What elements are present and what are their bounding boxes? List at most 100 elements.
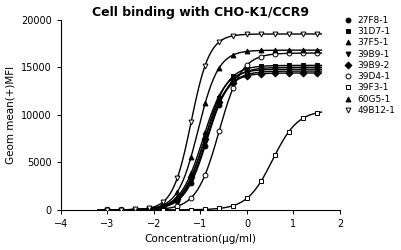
31D7-1 (203, 136, 207, 139)
49B12-1 (189, 120, 194, 124)
39F3-1 (105, 208, 110, 211)
27F8-1 (133, 208, 138, 211)
31D7-1 (314, 64, 319, 67)
39D4-1 (133, 208, 138, 211)
31D7-1 (231, 75, 235, 78)
39D4-1 (161, 207, 166, 210)
39B9-2 (245, 74, 249, 78)
Line: 39D4-1: 39D4-1 (105, 50, 319, 212)
49B12-1 (133, 208, 138, 211)
27F8-1 (105, 208, 110, 211)
27F8-1 (286, 66, 291, 69)
37F5-1 (161, 204, 166, 207)
60G5-1 (189, 155, 194, 158)
49B12-1 (300, 32, 305, 35)
37F5-1 (203, 131, 207, 134)
31D7-1 (259, 65, 263, 68)
60G5-1 (175, 190, 180, 194)
39B9-1 (217, 103, 221, 106)
Line: 37F5-1: 37F5-1 (105, 67, 319, 212)
60G5-1 (245, 50, 249, 53)
39B9-1 (231, 81, 235, 84)
27F8-1 (147, 208, 152, 210)
31D7-1 (300, 64, 305, 67)
37F5-1 (300, 68, 305, 71)
49B12-1 (259, 32, 263, 35)
39B9-1 (259, 70, 263, 74)
39F3-1 (133, 208, 138, 211)
49B12-1 (273, 32, 277, 35)
39B9-1 (147, 208, 152, 210)
39B9-2 (119, 208, 124, 211)
49B12-1 (245, 33, 249, 36)
Line: 31D7-1: 31D7-1 (105, 63, 319, 212)
39B9-2 (231, 81, 235, 84)
37F5-1 (217, 94, 221, 98)
39B9-1 (175, 198, 180, 202)
39B9-2 (105, 208, 110, 211)
39D4-1 (259, 55, 263, 58)
27F8-1 (189, 181, 194, 184)
39F3-1 (314, 112, 319, 114)
39F3-1 (189, 208, 194, 211)
49B12-1 (105, 208, 110, 211)
49B12-1 (147, 206, 152, 210)
60G5-1 (161, 204, 166, 206)
27F8-1 (314, 66, 319, 69)
39F3-1 (175, 208, 180, 211)
39F3-1 (119, 208, 124, 211)
39D4-1 (175, 205, 180, 208)
39D4-1 (147, 208, 152, 211)
39B9-1 (189, 179, 194, 182)
Title: Cell binding with CHO-K1/CCR9: Cell binding with CHO-K1/CCR9 (92, 6, 309, 18)
39B9-2 (217, 100, 221, 103)
39B9-2 (189, 176, 194, 179)
Line: 60G5-1: 60G5-1 (105, 48, 319, 212)
39D4-1 (286, 52, 291, 55)
27F8-1 (245, 70, 249, 73)
31D7-1 (119, 208, 124, 211)
39F3-1 (147, 208, 152, 211)
39B9-2 (300, 72, 305, 74)
49B12-1 (119, 208, 124, 211)
60G5-1 (217, 66, 221, 70)
49B12-1 (217, 40, 221, 43)
39B9-2 (133, 208, 138, 211)
60G5-1 (231, 54, 235, 56)
60G5-1 (273, 49, 277, 52)
37F5-1 (259, 68, 263, 71)
31D7-1 (245, 67, 249, 70)
49B12-1 (161, 200, 166, 203)
37F5-1 (231, 76, 235, 80)
37F5-1 (314, 68, 319, 71)
39F3-1 (203, 208, 207, 211)
39D4-1 (203, 173, 207, 176)
31D7-1 (286, 64, 291, 67)
27F8-1 (175, 199, 180, 202)
39F3-1 (161, 208, 166, 211)
39D4-1 (119, 208, 124, 211)
31D7-1 (273, 64, 277, 67)
27F8-1 (119, 208, 124, 211)
39B9-2 (147, 207, 152, 210)
Y-axis label: Geom mean(+)MFI: Geom mean(+)MFI (6, 66, 16, 164)
39B9-1 (203, 142, 207, 145)
60G5-1 (300, 49, 305, 52)
39B9-1 (286, 70, 291, 73)
39F3-1 (231, 204, 235, 207)
37F5-1 (105, 208, 110, 211)
39F3-1 (300, 117, 305, 120)
39B9-1 (119, 208, 124, 211)
31D7-1 (189, 176, 194, 179)
27F8-1 (273, 66, 277, 69)
37F5-1 (245, 70, 249, 73)
31D7-1 (217, 96, 221, 99)
Line: 27F8-1: 27F8-1 (105, 65, 319, 212)
27F8-1 (217, 103, 221, 106)
60G5-1 (259, 49, 263, 52)
49B12-1 (203, 64, 207, 67)
39D4-1 (300, 52, 305, 54)
37F5-1 (147, 207, 152, 210)
37F5-1 (119, 208, 124, 211)
39F3-1 (217, 207, 221, 210)
